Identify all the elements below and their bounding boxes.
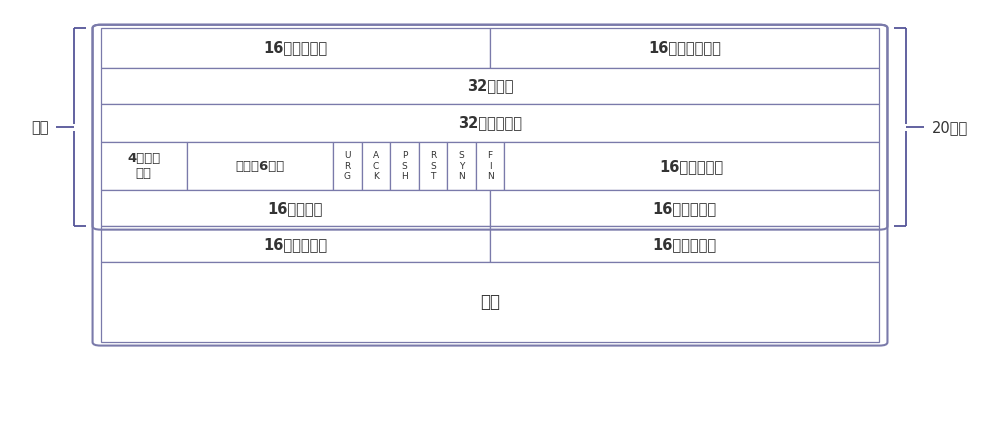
Bar	[101, 68, 879, 104]
Text: 数据: 数据	[480, 293, 500, 311]
Text: F
I
N: F I N	[487, 151, 493, 181]
Text: R
S
T: R S T	[430, 151, 436, 181]
Text: 16目的通道号: 16目的通道号	[653, 237, 717, 252]
Text: 16位检验和: 16位检验和	[268, 201, 323, 216]
Text: 保留（6位）: 保留（6位）	[235, 159, 285, 173]
Bar	[187, 142, 333, 190]
Text: 16位目的端口号: 16位目的端口号	[648, 41, 721, 56]
Text: S
Y
N: S Y N	[458, 151, 465, 181]
Bar	[504, 142, 879, 190]
Text: 16位紧急指针: 16位紧急指针	[653, 201, 717, 216]
Text: 16位窗口大小: 16位窗口大小	[660, 159, 724, 174]
Bar	[333, 142, 362, 190]
Bar	[101, 104, 879, 142]
Text: 32位确认序号: 32位确认序号	[458, 115, 522, 130]
Text: 4位首部
长度: 4位首部 长度	[127, 152, 160, 180]
Text: 20字节: 20字节	[931, 120, 968, 135]
Bar	[390, 142, 419, 190]
Bar	[101, 142, 187, 190]
Text: 32位序号: 32位序号	[467, 79, 513, 93]
Bar	[101, 190, 490, 226]
Bar	[419, 142, 447, 190]
Text: 首部: 首部	[31, 120, 49, 135]
Text: 16位源通道号: 16位源通道号	[263, 237, 327, 252]
Text: P
S
H: P S H	[401, 151, 408, 181]
Bar	[476, 142, 504, 190]
Bar	[490, 28, 879, 68]
Text: U
R
G: U R G	[344, 151, 351, 181]
Bar	[447, 142, 476, 190]
Bar	[490, 190, 879, 226]
Bar	[101, 226, 490, 262]
Text: 16位源端口号: 16位源端口号	[263, 41, 327, 56]
Bar	[101, 28, 490, 68]
Text: A
C
K: A C K	[373, 151, 379, 181]
Bar	[362, 142, 390, 190]
Bar	[101, 262, 879, 342]
Bar	[490, 226, 879, 262]
